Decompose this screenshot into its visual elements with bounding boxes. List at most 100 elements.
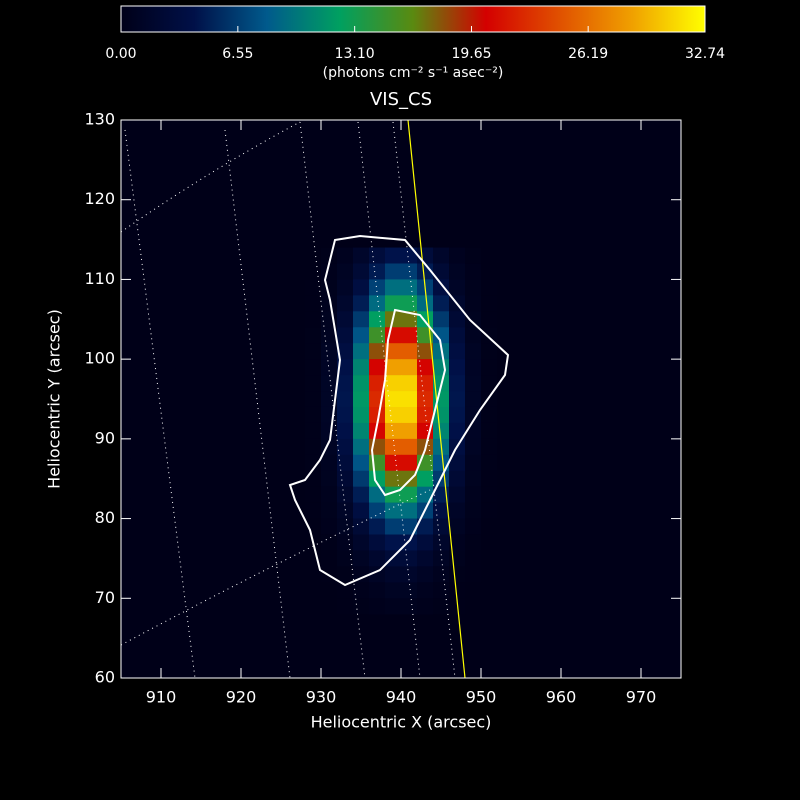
y-tick-label: 80: [95, 508, 115, 527]
heatmap-cell: [353, 375, 370, 392]
heatmap-cell: [417, 343, 434, 360]
heatmap-cell: [401, 247, 418, 264]
heatmap-cell: [305, 263, 322, 280]
heatmap-cell: [353, 406, 370, 424]
heatmap-cell: [305, 454, 322, 472]
heatmap-cell: [449, 550, 466, 567]
x-tick-label: 950: [466, 688, 497, 707]
heatmap-cell: [465, 327, 482, 344]
heatmap-cell: [481, 486, 498, 503]
heatmap-cell: [449, 534, 466, 551]
heatmap-cell: [417, 534, 434, 551]
heatmap-cell: [385, 343, 402, 360]
heatmap-cell: [401, 502, 418, 519]
heatmap-cell: [321, 391, 338, 408]
heatmap-cell: [433, 279, 450, 296]
heatmap-cell: [449, 422, 466, 440]
colorbar-tick-label: 19.65: [451, 46, 491, 62]
heatmap-cell: [401, 598, 418, 615]
heatmap-cell: [369, 279, 386, 296]
colorbar-label: (photons cm⁻² s⁻¹ asec⁻²): [323, 65, 504, 81]
heatmap-cell: [337, 263, 354, 280]
heatmap-cell: [337, 295, 354, 312]
y-axis-label: Heliocentric Y (arcsec): [45, 309, 64, 489]
heatmap-cell: [465, 247, 482, 264]
heatmap-cell: [321, 598, 338, 615]
heatmap-cell: [369, 247, 386, 264]
heatmap-cell: [337, 486, 354, 503]
heatmap-cell: [433, 422, 450, 440]
heatmap-cell: [353, 502, 370, 519]
heatmap-cell: [465, 391, 482, 408]
y-tick-label: 110: [84, 269, 115, 288]
heatmap-cell: [369, 454, 386, 472]
heatmap-cell: [401, 454, 418, 472]
x-tick-label: 940: [386, 688, 417, 707]
heatmap-cell: [337, 391, 354, 408]
heatmap-cell: [433, 247, 450, 264]
heatmap-cell: [417, 247, 434, 264]
heatmap-cell: [353, 454, 370, 472]
x-tick-label: 970: [626, 688, 657, 707]
heatmap-cell: [385, 406, 402, 424]
heatmap-cell: [321, 582, 338, 599]
heatmap-cell: [481, 550, 498, 567]
heatmap-cell: [305, 327, 322, 344]
heatmap-cell: [353, 311, 370, 328]
heatmap-cell: [369, 502, 386, 519]
x-tick-label: 920: [226, 688, 257, 707]
heatmap-cell: [449, 359, 466, 376]
heatmap-cell: [433, 454, 450, 472]
heatmap-cell: [337, 311, 354, 328]
heatmap-cell: [433, 566, 450, 583]
heatmap-cell: [353, 438, 370, 456]
heatmap-cell: [481, 518, 498, 535]
heatmap-cell: [481, 582, 498, 599]
heatmap-cell: [337, 422, 354, 440]
y-tick-label: 70: [95, 588, 115, 607]
heatmap-cell: [433, 518, 450, 535]
heatmap-cell: [305, 359, 322, 376]
heatmap-cell: [337, 406, 354, 424]
heatmap-cell: [401, 327, 418, 344]
heatmap-cell: [385, 470, 402, 487]
heatmap-cell: [465, 534, 482, 551]
heatmap-cell: [449, 486, 466, 503]
heatmap-cell: [401, 582, 418, 599]
solar-limb: [407, 120, 466, 678]
heatmap-cell: [433, 598, 450, 615]
heatmap-cell: [481, 454, 498, 472]
heatmap-cell: [465, 518, 482, 535]
heatmap-cell: [369, 518, 386, 535]
heatmap-cell: [369, 343, 386, 360]
heatmap-cell: [353, 518, 370, 535]
heatmap-cell: [369, 566, 386, 583]
heliographic-grid: [121, 121, 456, 678]
heatmap-cell: [401, 295, 418, 312]
heatmap-cell: [481, 311, 498, 328]
heatmap-cell: [385, 518, 402, 535]
heatmap-cell: [401, 406, 418, 424]
heatmap-cell: [321, 295, 338, 312]
grid-longitude: [124, 129, 196, 678]
heatmap-cell: [417, 375, 434, 392]
heatmap-cell: [401, 311, 418, 328]
heatmap-cell: [321, 422, 338, 440]
x-axis-label: Heliocentric X (arcsec): [311, 713, 492, 732]
heatmap-cell: [353, 327, 370, 344]
heatmap-cell: [305, 598, 322, 615]
heatmap-cell: [481, 263, 498, 280]
heatmap-cell: [353, 279, 370, 296]
heatmap-cell: [353, 566, 370, 583]
heatmap-cell: [337, 359, 354, 376]
heatmap-cell: [337, 454, 354, 472]
heatmap-cell: [369, 486, 386, 503]
heatmap-cell: [417, 406, 434, 424]
heatmap-cell: [321, 359, 338, 376]
heatmap-cell: [401, 391, 418, 408]
heatmap-cell: [353, 422, 370, 440]
heatmap-cell: [481, 502, 498, 519]
heatmap-cell: [305, 279, 322, 296]
heatmap-cell: [401, 438, 418, 456]
